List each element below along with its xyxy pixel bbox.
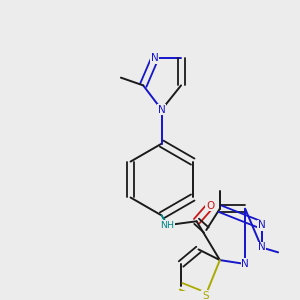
Text: NH: NH	[160, 221, 175, 230]
Text: N: N	[258, 242, 266, 253]
Text: N: N	[151, 53, 159, 63]
Text: O: O	[206, 201, 214, 211]
Text: N: N	[258, 220, 266, 230]
Text: N: N	[241, 259, 249, 269]
Text: N: N	[158, 105, 166, 115]
Text: S: S	[202, 291, 208, 300]
